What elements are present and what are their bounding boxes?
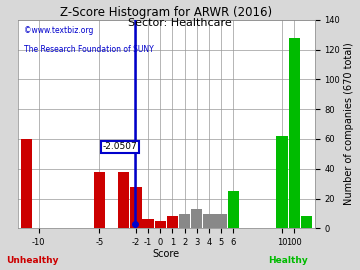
Text: ©www.textbiz.org: ©www.textbiz.org — [24, 26, 93, 35]
Bar — [203, 214, 215, 228]
Text: Unhealthy: Unhealthy — [6, 255, 59, 265]
Bar — [276, 136, 288, 228]
Bar — [155, 221, 166, 228]
Text: The Research Foundation of SUNY: The Research Foundation of SUNY — [24, 45, 154, 54]
Bar — [143, 220, 154, 228]
Bar — [288, 38, 300, 228]
Bar — [216, 214, 227, 228]
Bar — [94, 172, 105, 228]
Text: -2.0507: -2.0507 — [103, 142, 137, 151]
Bar — [191, 209, 202, 228]
Title: Z-Score Histogram for ARWR (2016): Z-Score Histogram for ARWR (2016) — [60, 6, 273, 19]
Text: Healthy: Healthy — [268, 255, 308, 265]
Bar — [21, 139, 32, 228]
Y-axis label: Number of companies (670 total): Number of companies (670 total) — [345, 43, 355, 205]
Bar — [118, 172, 129, 228]
Bar — [228, 191, 239, 228]
Text: Sector: Healthcare: Sector: Healthcare — [128, 18, 232, 28]
Bar — [301, 217, 312, 228]
Bar — [130, 187, 141, 228]
Bar — [179, 214, 190, 228]
Bar — [167, 217, 178, 228]
X-axis label: Score: Score — [153, 248, 180, 259]
